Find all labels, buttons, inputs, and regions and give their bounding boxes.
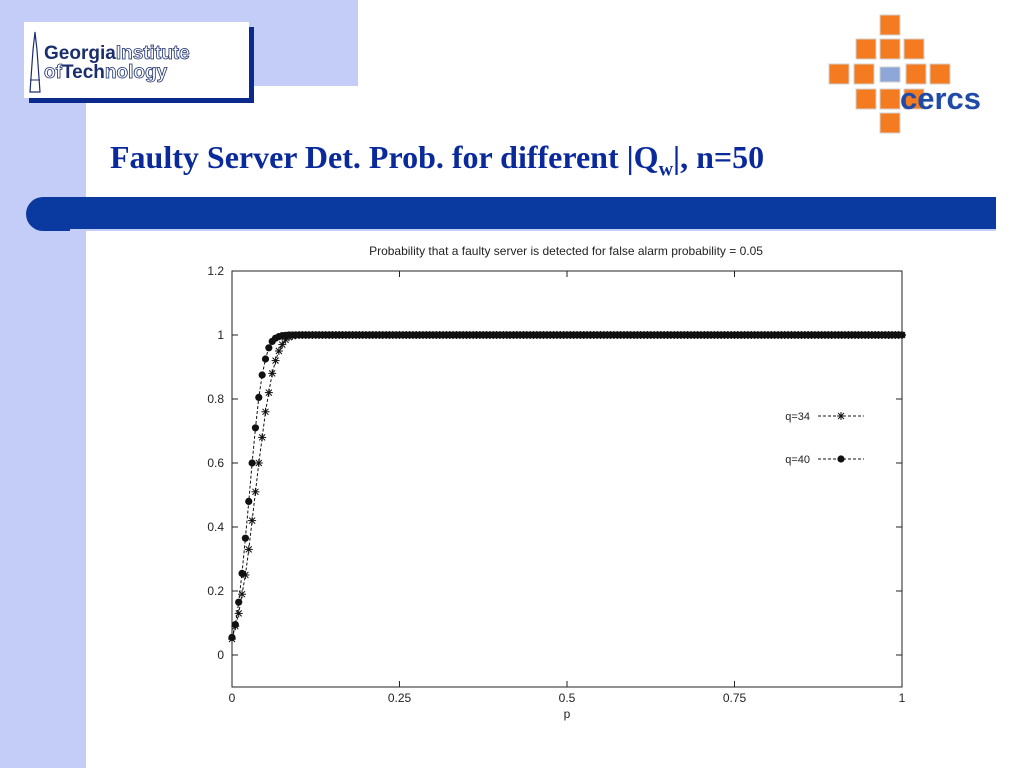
data-point-q=40 bbox=[251, 424, 260, 432]
cercs-logo-blocks bbox=[828, 14, 951, 134]
y-tick-label: 0.2 bbox=[207, 584, 224, 598]
y-tick-label: 0.6 bbox=[207, 456, 224, 470]
data-point-q=40 bbox=[235, 598, 243, 606]
y-tick-label: 0.8 bbox=[207, 392, 224, 406]
data-point-q=34 bbox=[251, 487, 260, 496]
x-tick-label: 1 bbox=[899, 691, 906, 705]
page-title: Faulty Server Det. Prob. for different |… bbox=[110, 139, 764, 181]
data-point-q=40 bbox=[248, 459, 256, 467]
title-subscript: w bbox=[658, 158, 674, 181]
logo-word-nology: nology bbox=[104, 62, 168, 83]
data-point-q=40 bbox=[241, 534, 249, 542]
legend-label: q=34 bbox=[785, 411, 810, 423]
data-point-q=34 bbox=[234, 609, 243, 618]
title-end: |, n=50 bbox=[673, 139, 765, 175]
data-point-q=40 bbox=[238, 569, 246, 577]
data-point-q=34 bbox=[271, 356, 280, 365]
logo-word-tech: Tech bbox=[61, 62, 105, 83]
logo-word-of: of bbox=[44, 62, 63, 83]
georgia-tech-logo: GeorgiaInstitute ofTechnology bbox=[24, 22, 249, 98]
data-point-q=34 bbox=[278, 340, 287, 349]
data-point-q=40 bbox=[228, 633, 236, 641]
logo-word-institute: Institute bbox=[115, 43, 190, 64]
data-point-q=40 bbox=[245, 497, 253, 505]
legend-marker bbox=[837, 412, 845, 420]
data-point-q=34 bbox=[248, 516, 257, 525]
y-tick-label: 1 bbox=[217, 328, 224, 342]
data-point-q=40 bbox=[898, 331, 906, 339]
cercs-logo: cercs bbox=[828, 14, 981, 134]
x-tick-label: 0.25 bbox=[388, 691, 412, 705]
data-point-q=40 bbox=[258, 371, 266, 379]
x-tick-label: 0.5 bbox=[559, 691, 576, 705]
cercs-logo-text: cercs bbox=[900, 81, 981, 116]
data-point-q=34 bbox=[274, 347, 283, 355]
data-point-q=40 bbox=[265, 344, 273, 352]
chart: Probability that a faulty server is dete… bbox=[207, 244, 906, 721]
title-divider-line bbox=[70, 229, 996, 231]
data-point-q=34 bbox=[261, 407, 270, 416]
data-point-q=40 bbox=[261, 355, 270, 363]
legend-marker bbox=[837, 455, 845, 463]
logo-line-2: ofTechnology bbox=[44, 62, 168, 83]
data-point-q=34 bbox=[258, 433, 267, 442]
x-tick-label: 0.75 bbox=[723, 691, 747, 705]
legend-label: q=40 bbox=[785, 454, 810, 466]
y-tick-label: 1.2 bbox=[207, 264, 224, 278]
y-tick-label: 0.4 bbox=[207, 520, 224, 534]
data-point-q=40 bbox=[255, 393, 263, 401]
chart-title: Probability that a faulty server is dete… bbox=[369, 244, 763, 258]
title-divider-bar bbox=[26, 197, 996, 231]
left-decor-band bbox=[0, 0, 86, 768]
data-point-q=34 bbox=[264, 388, 273, 397]
series-line-q=40 bbox=[231, 334, 902, 638]
title-main: Faulty Server Det. Prob. for different |… bbox=[110, 139, 659, 175]
logo-line-1: GeorgiaInstitute bbox=[44, 43, 190, 64]
tower-icon bbox=[29, 31, 41, 93]
x-tick-label: 0 bbox=[229, 691, 236, 705]
series-line-q=34 bbox=[231, 334, 902, 640]
logo-word-georgia: Georgia bbox=[44, 43, 116, 64]
y-tick-label: 0 bbox=[217, 648, 224, 662]
data-point-q=34 bbox=[254, 459, 263, 467]
data-point-q=40 bbox=[231, 621, 239, 629]
x-axis-label: p bbox=[564, 707, 571, 721]
data-point-q=34 bbox=[268, 369, 277, 378]
data-point-q=34 bbox=[244, 545, 253, 554]
